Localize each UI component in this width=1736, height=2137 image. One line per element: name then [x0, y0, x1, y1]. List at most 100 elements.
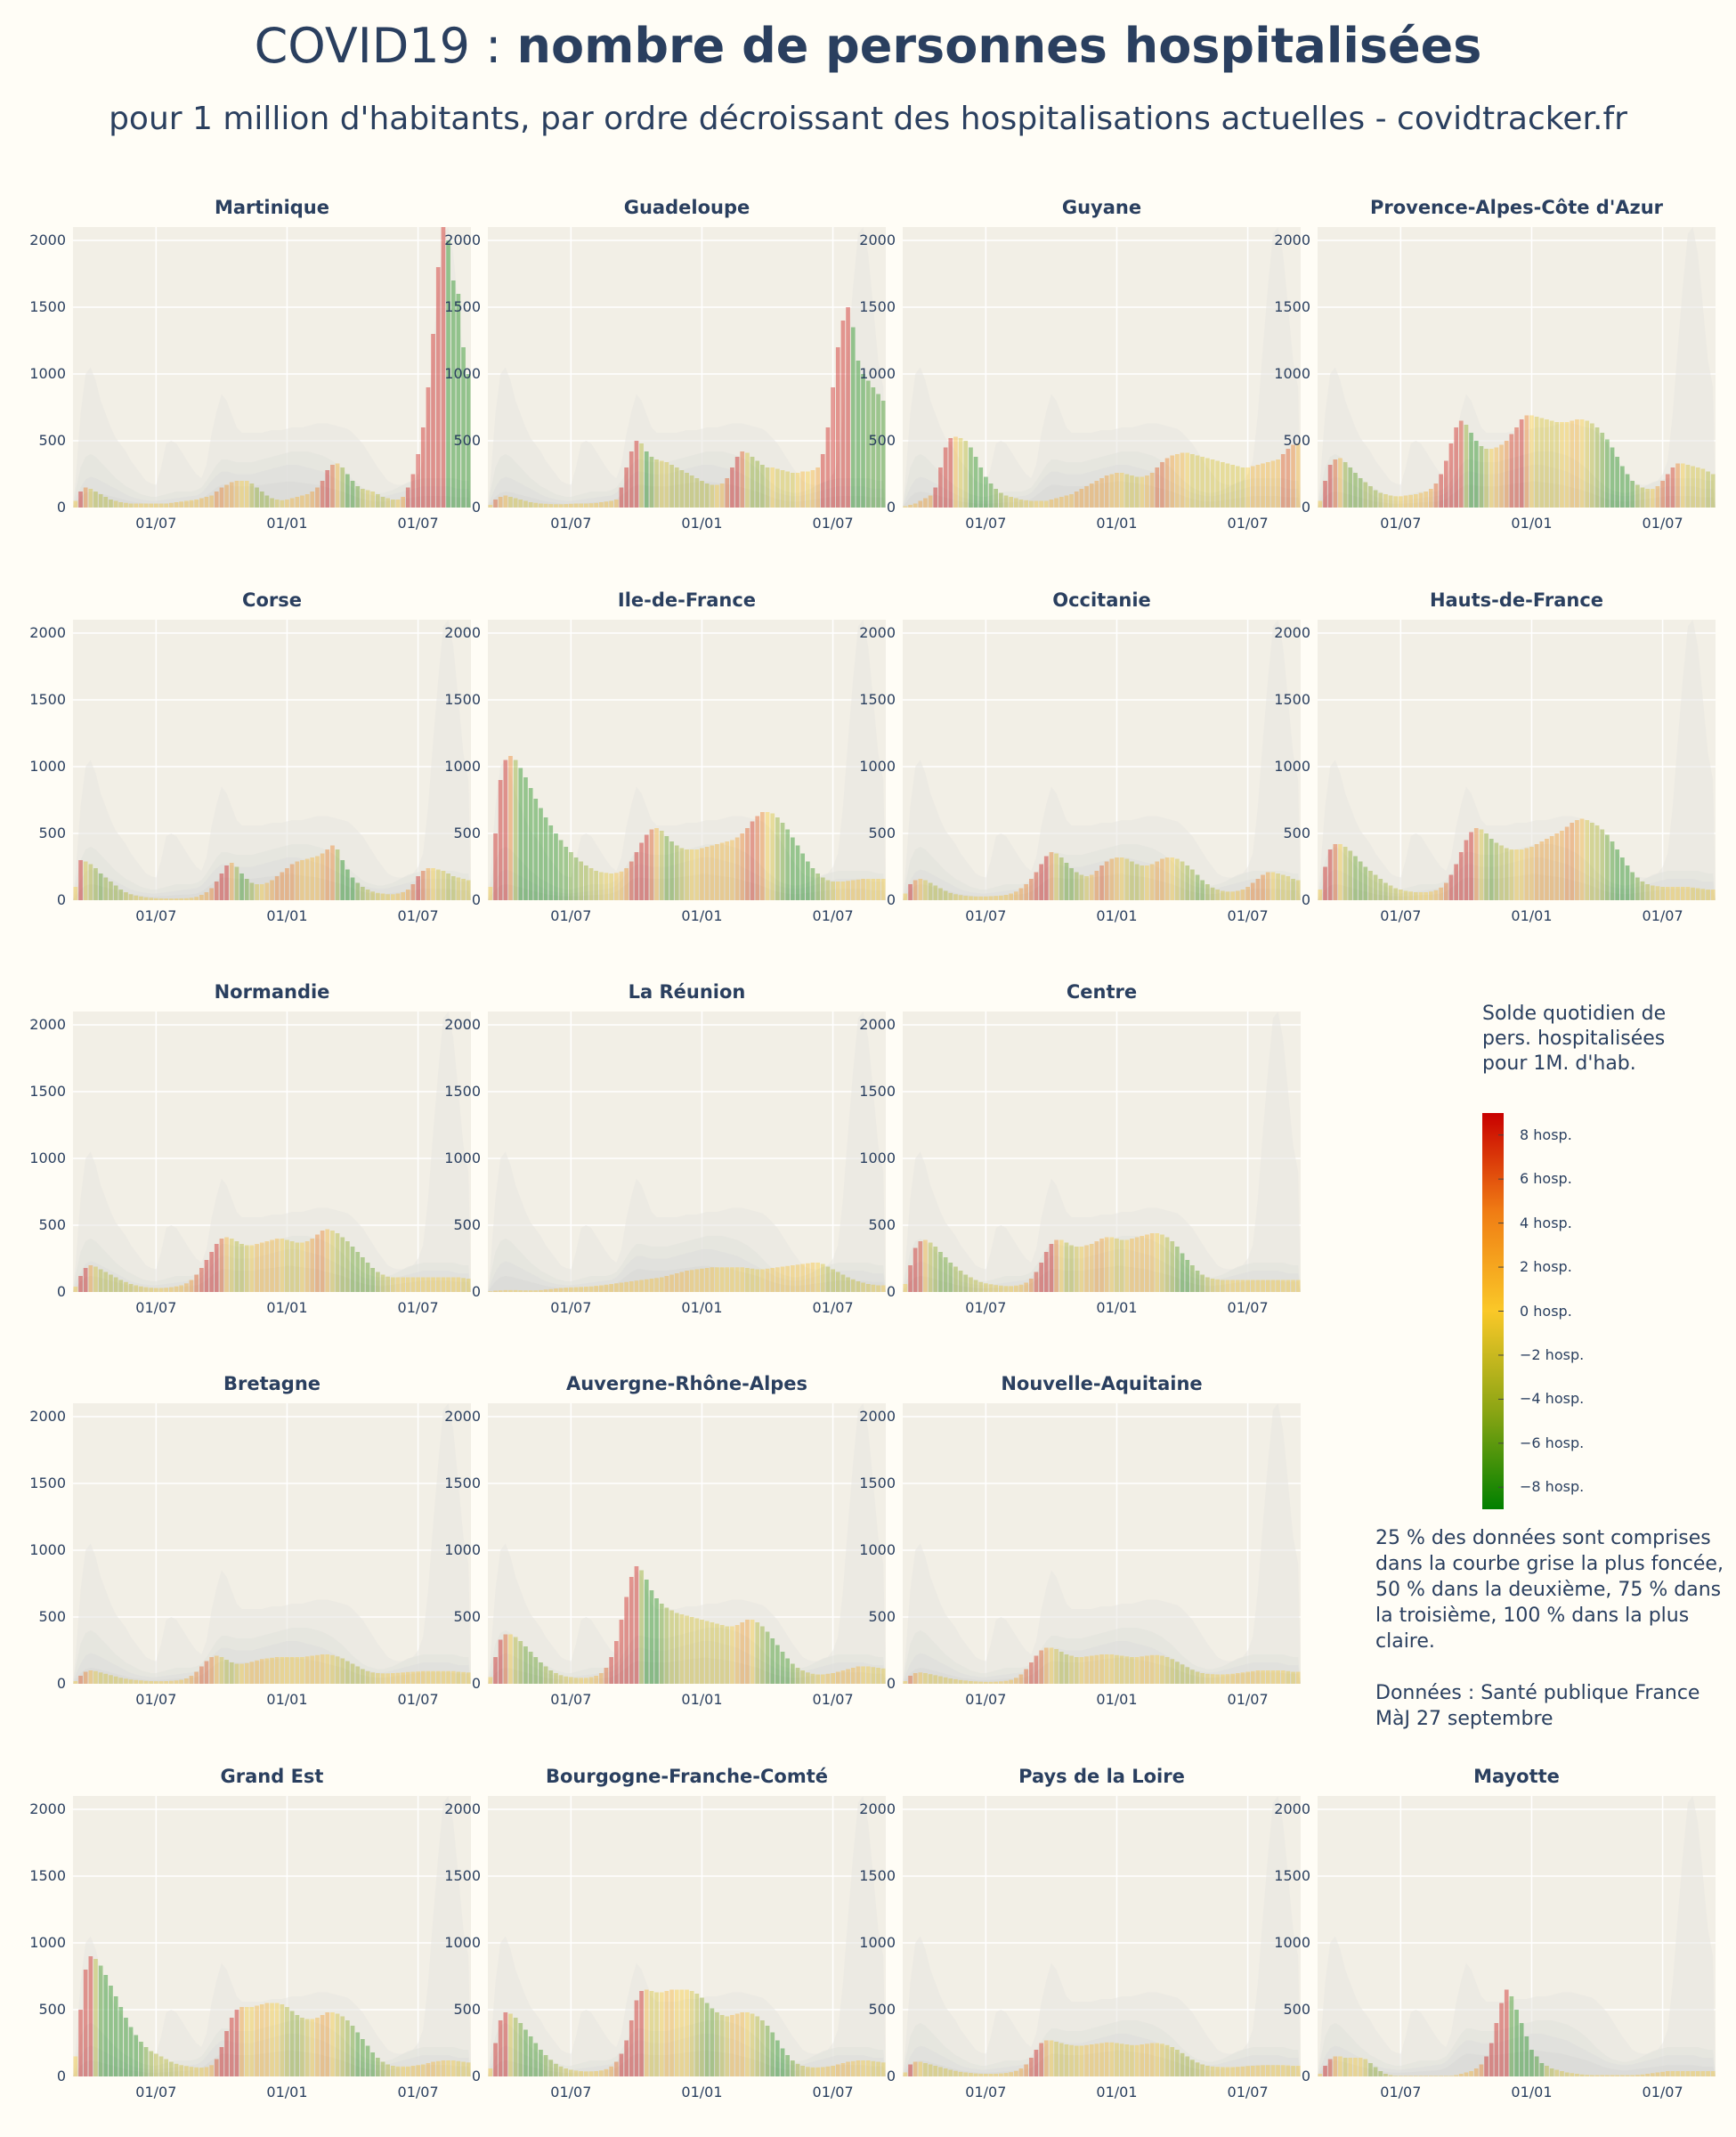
bar — [548, 2060, 554, 2076]
bar — [1358, 478, 1363, 508]
bar — [1261, 2065, 1265, 2076]
bar — [1018, 888, 1024, 900]
bar — [1074, 2045, 1079, 2076]
bar — [1160, 2044, 1164, 2076]
bar — [548, 504, 554, 508]
bar — [1245, 1671, 1250, 1684]
bar — [274, 876, 280, 900]
bar — [391, 894, 395, 900]
bar — [1235, 466, 1240, 508]
bar — [1049, 500, 1054, 508]
bar — [908, 1265, 913, 1292]
bar — [1489, 2043, 1494, 2076]
bar — [518, 1641, 523, 1684]
bar — [1630, 872, 1635, 900]
bar — [1554, 833, 1560, 900]
bar — [345, 869, 350, 900]
bar — [1549, 836, 1554, 900]
y-tick-label: 1000 — [1274, 1934, 1310, 1951]
bar — [1276, 1670, 1280, 1684]
bar — [435, 267, 441, 508]
bar — [659, 1992, 664, 2076]
bar — [984, 476, 988, 508]
note-update: MàJ 27 septembre — [1375, 1708, 1553, 1730]
x-tick-label: 01/07 — [550, 907, 592, 924]
bar — [1424, 492, 1428, 508]
bar — [1089, 1655, 1094, 1684]
bar — [158, 1288, 164, 1292]
y-tick-label: 1000 — [444, 758, 481, 775]
bar — [1195, 2062, 1200, 2076]
bar — [988, 483, 994, 508]
bar — [103, 1673, 109, 1684]
bar — [725, 1626, 730, 1684]
bar — [760, 1626, 765, 1684]
bar — [548, 1670, 554, 1684]
y-tick-label: 1000 — [1274, 365, 1310, 382]
bar — [239, 873, 244, 900]
bar — [1059, 1239, 1064, 1292]
bar — [913, 1673, 918, 1684]
bar — [1094, 871, 1099, 900]
panel-title: Hauts-de-France — [1429, 589, 1604, 611]
bar — [450, 1670, 456, 1684]
bar — [304, 494, 310, 508]
bar — [244, 2007, 249, 2076]
bar — [199, 1268, 204, 1292]
bar — [1695, 888, 1700, 900]
bar — [719, 1267, 725, 1292]
y-tick-label: 0 — [471, 1283, 481, 1300]
bar — [219, 2047, 224, 2076]
bar — [219, 487, 224, 508]
x-tick-label: 01/01 — [1511, 2084, 1553, 2100]
bar — [1660, 887, 1665, 900]
bar — [609, 500, 613, 508]
x-tick-label: 01/07 — [397, 1299, 439, 1316]
bar — [1250, 2066, 1255, 2076]
y-tick-label: 2000 — [1274, 1800, 1310, 1817]
bar — [856, 1281, 861, 1292]
bar — [740, 2012, 745, 2076]
bar — [599, 502, 604, 508]
bar — [330, 845, 335, 900]
bar — [88, 864, 93, 900]
x-tick-label: 01/07 — [1380, 515, 1422, 532]
bar — [594, 1676, 598, 1684]
bar — [1545, 419, 1549, 508]
y-tick-label: 0 — [1301, 891, 1310, 908]
bar — [1018, 2068, 1024, 2076]
bar — [825, 880, 831, 900]
bar — [558, 504, 564, 508]
y-tick-label: 2000 — [29, 1016, 66, 1033]
bar — [1164, 1237, 1170, 1292]
bar — [694, 478, 700, 508]
bar — [1378, 879, 1383, 900]
bar — [760, 465, 765, 508]
bar — [209, 495, 214, 508]
bar — [234, 866, 239, 900]
bar — [1338, 458, 1343, 508]
bar — [1180, 861, 1185, 900]
bar — [750, 821, 755, 900]
bar — [715, 1267, 719, 1292]
bar — [584, 1287, 588, 1292]
bar — [795, 1264, 800, 1292]
bar — [1615, 849, 1619, 900]
bar — [999, 1681, 1003, 1684]
bar — [933, 1675, 938, 1684]
bar — [871, 879, 876, 900]
bar — [1295, 1671, 1301, 1684]
bar — [933, 2066, 938, 2076]
bar — [831, 1673, 835, 1684]
bar — [310, 857, 315, 900]
bar — [1034, 872, 1039, 900]
bar — [588, 1286, 594, 1292]
bar — [169, 1680, 174, 1684]
bar — [1625, 2075, 1630, 2076]
bar — [1009, 2072, 1013, 2076]
bar — [903, 506, 908, 508]
bar — [913, 880, 918, 900]
bar — [1029, 879, 1034, 900]
bar — [700, 848, 704, 900]
bar — [1115, 473, 1119, 508]
